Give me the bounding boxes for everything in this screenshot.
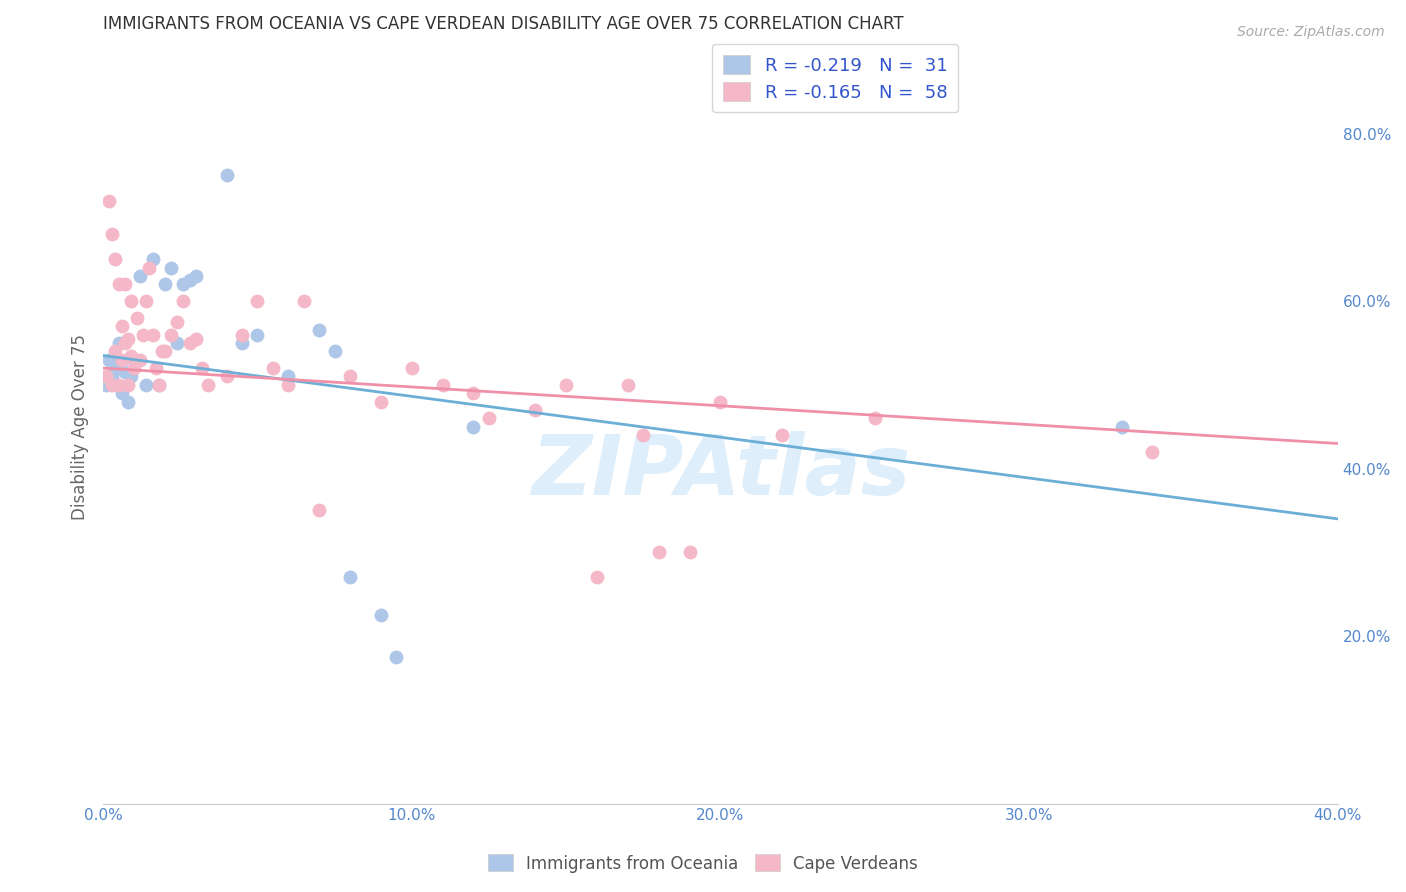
Point <box>1142 445 1164 459</box>
Point <box>246 327 269 342</box>
Point <box>432 377 454 392</box>
Point <box>370 608 392 623</box>
Point <box>96 377 118 392</box>
Point <box>647 545 669 559</box>
Point <box>478 411 501 425</box>
Point <box>308 503 330 517</box>
Point <box>339 570 361 584</box>
Point <box>184 332 207 346</box>
Point <box>114 365 136 379</box>
Point <box>104 252 127 267</box>
Point <box>122 352 145 367</box>
Point <box>107 277 129 292</box>
Point <box>148 377 170 392</box>
Point <box>122 361 145 376</box>
Point <box>104 361 127 376</box>
Point <box>148 377 170 392</box>
Point <box>101 369 124 384</box>
Point <box>101 227 124 241</box>
Point <box>120 369 142 384</box>
Point <box>709 394 731 409</box>
Point <box>323 344 346 359</box>
Point <box>166 315 188 329</box>
Point <box>215 369 238 384</box>
Point <box>111 352 134 367</box>
Point <box>339 369 361 384</box>
Point <box>98 352 121 367</box>
Point <box>262 361 284 376</box>
Point <box>370 394 392 409</box>
Point <box>770 428 793 442</box>
Point <box>184 268 207 283</box>
Point <box>117 377 139 392</box>
Point <box>277 377 299 392</box>
Point <box>586 570 609 584</box>
Point <box>292 294 315 309</box>
Point <box>153 344 176 359</box>
Point <box>120 294 142 309</box>
Text: IMMIGRANTS FROM OCEANIA VS CAPE VERDEAN DISABILITY AGE OVER 75 CORRELATION CHART: IMMIGRANTS FROM OCEANIA VS CAPE VERDEAN … <box>103 15 904 33</box>
Point <box>132 327 155 342</box>
Point <box>98 194 121 208</box>
Point <box>678 545 700 559</box>
Point <box>1111 419 1133 434</box>
Point <box>308 323 330 337</box>
Legend: R = -0.219   N =  31, R = -0.165   N =  58: R = -0.219 N = 31, R = -0.165 N = 58 <box>713 44 959 112</box>
Point <box>617 377 640 392</box>
Point <box>863 411 886 425</box>
Point <box>160 327 183 342</box>
Text: Source: ZipAtlas.com: Source: ZipAtlas.com <box>1237 25 1385 39</box>
Point <box>120 349 142 363</box>
Point <box>104 344 127 359</box>
Point <box>114 277 136 292</box>
Point <box>129 268 152 283</box>
Point <box>191 361 214 376</box>
Text: ZIPAtlas: ZIPAtlas <box>530 432 910 512</box>
Point <box>153 277 176 292</box>
Point <box>150 344 173 359</box>
Point <box>129 352 152 367</box>
Point <box>117 394 139 409</box>
Point <box>145 361 167 376</box>
Point <box>96 369 118 384</box>
Point <box>101 377 124 392</box>
Point <box>246 294 269 309</box>
Y-axis label: Disability Age Over 75: Disability Age Over 75 <box>72 334 89 520</box>
Point <box>197 377 219 392</box>
Point <box>141 252 163 267</box>
Point <box>141 327 163 342</box>
Point <box>160 260 183 275</box>
Point <box>401 361 423 376</box>
Point <box>555 377 578 392</box>
Point <box>179 273 201 287</box>
Point <box>138 260 160 275</box>
Point <box>524 403 547 417</box>
Point <box>179 335 201 350</box>
Point <box>463 386 485 401</box>
Point <box>166 335 188 350</box>
Point <box>231 327 253 342</box>
Point <box>111 386 134 401</box>
Point <box>231 335 253 350</box>
Point <box>125 310 148 325</box>
Point <box>463 419 485 434</box>
Point <box>172 294 194 309</box>
Point <box>385 650 408 665</box>
Point <box>277 369 299 384</box>
Point <box>117 332 139 346</box>
Point <box>135 377 157 392</box>
Point <box>631 428 654 442</box>
Legend: Immigrants from Oceania, Cape Verdeans: Immigrants from Oceania, Cape Verdeans <box>481 847 925 880</box>
Point <box>111 319 134 334</box>
Point <box>107 335 129 350</box>
Point <box>107 377 129 392</box>
Point <box>135 294 157 309</box>
Point <box>114 335 136 350</box>
Point <box>215 169 238 183</box>
Point <box>172 277 194 292</box>
